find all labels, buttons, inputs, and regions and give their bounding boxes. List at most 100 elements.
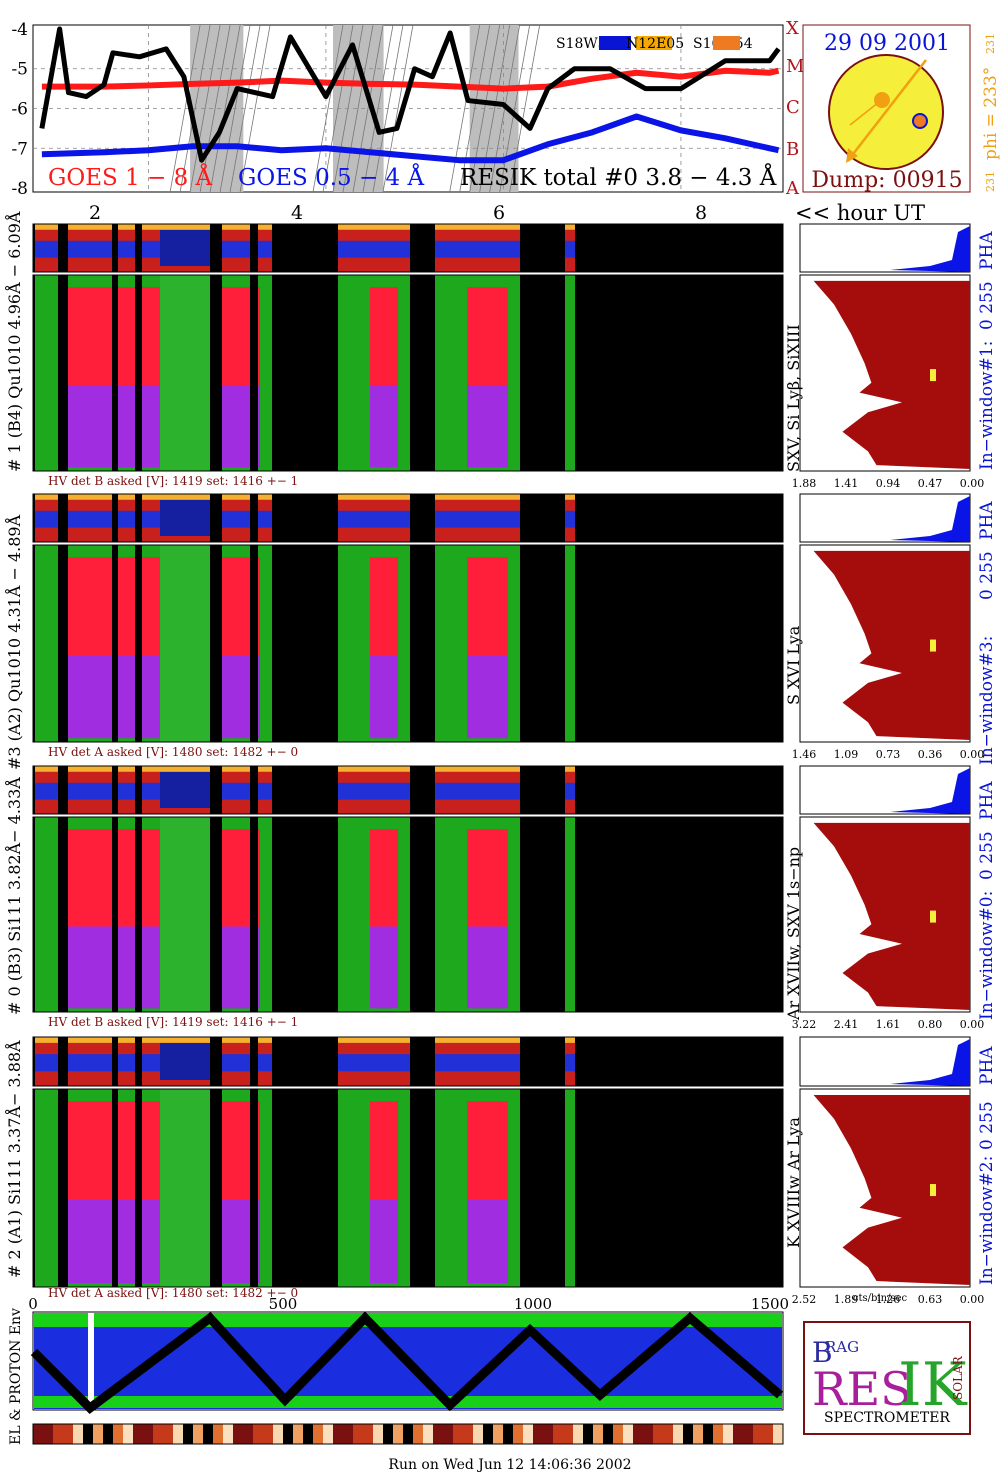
env-strip-cell xyxy=(643,1424,653,1444)
channel-3-lines: S XVI Lya xyxy=(784,625,803,705)
pha-band xyxy=(338,510,410,528)
env-strip-cell xyxy=(263,1424,273,1444)
spectrum-axis-tick: 0.00 xyxy=(960,477,985,490)
pha-band xyxy=(35,1054,272,1072)
data-gap xyxy=(58,275,68,471)
env-strip-cell xyxy=(53,1424,63,1444)
ar-label-1: N12E05 xyxy=(626,36,684,52)
logo-solar: SOLAR xyxy=(951,1355,965,1400)
pha-band xyxy=(35,1037,272,1043)
spec-violet xyxy=(370,385,398,468)
env-strip-cell xyxy=(193,1424,203,1444)
env-strip-cell xyxy=(523,1424,533,1444)
data-gap xyxy=(112,494,118,542)
env-strip-cell xyxy=(123,1424,133,1444)
channel-2-axis-label: cts/bin/sec xyxy=(853,1293,908,1304)
env-strip-cell xyxy=(383,1424,393,1444)
env-strip-cell xyxy=(413,1424,423,1444)
env-strip-cell xyxy=(753,1424,763,1444)
data-gap xyxy=(58,1089,68,1287)
resik-logo: B RAG RES IK SOLAR SPECTROMETER xyxy=(803,1321,971,1435)
env-strip-cell xyxy=(693,1424,703,1444)
env-strip-cell xyxy=(313,1424,323,1444)
channel-2-lines: K XVIIIw Ar Lya xyxy=(784,1117,803,1248)
channel-labels: # 1 (B4) Qu1010 4.96Å − 6.09Å SXV, Si Ly… xyxy=(4,211,997,1304)
env-color-strip xyxy=(32,1423,784,1445)
active-region-spot xyxy=(874,92,890,108)
data-gap xyxy=(210,545,222,742)
env-strip-cell xyxy=(533,1424,543,1444)
env-strip-cell xyxy=(33,1424,43,1444)
env-strip-cell xyxy=(683,1424,693,1444)
env-strip-cell xyxy=(453,1424,463,1444)
pha-band xyxy=(338,224,410,230)
env-strip-cell xyxy=(103,1424,113,1444)
data-gap xyxy=(250,766,258,814)
data-gap xyxy=(210,494,222,542)
phi-angle: phi = 233° xyxy=(981,67,1001,160)
eclipse-hatch xyxy=(479,24,511,193)
env-strip-cell xyxy=(223,1424,233,1444)
pha-band xyxy=(35,782,272,800)
spec-violet xyxy=(370,926,398,1009)
pha-histogram xyxy=(890,1039,970,1086)
data-gap xyxy=(58,1037,68,1086)
env-strip-cell xyxy=(333,1424,343,1444)
orbit-trace xyxy=(30,1311,783,1414)
channel-3-hv: HV det A asked [V]: 1480 set: 1482 +− 0 xyxy=(48,745,298,759)
pha-strip-frame xyxy=(32,1036,784,1087)
data-gap xyxy=(135,1037,142,1086)
class-letter-x: X xyxy=(786,18,799,39)
channel-2-window: In−window#2: xyxy=(977,1156,997,1285)
data-gap xyxy=(112,224,118,272)
class-letter-b: B xyxy=(786,139,799,160)
env-strip-cell xyxy=(743,1424,753,1444)
env-strip-cell xyxy=(273,1424,283,1444)
spectrogram-channel: 3.22 2.41 1.61 0.80 0.00 xyxy=(32,765,984,1031)
spectrogram-channel: 2.52 1.89 1.26 0.63 0.00 xyxy=(32,1036,984,1306)
channel-2-ylabel: # 2 (A1) Si111 3.37Å− 3.88Å xyxy=(4,1040,24,1278)
spectrogram-frame xyxy=(32,816,784,1013)
env-strip-cell xyxy=(363,1424,373,1444)
env-strip-cell xyxy=(353,1424,363,1444)
env-x-ticks: 0 500 1000 1500 xyxy=(28,1295,789,1313)
env-strip-cell xyxy=(543,1424,553,1444)
env-strip-cell xyxy=(293,1424,303,1444)
spectrum-axis-tick: 0.47 xyxy=(918,477,943,490)
pha-histogram xyxy=(890,768,970,814)
env-tick-1500: 1500 xyxy=(751,1295,789,1313)
pha-band xyxy=(435,766,520,772)
spectrum-profile xyxy=(813,822,970,1010)
channel-1-range: 0 255 xyxy=(977,281,997,330)
env-ylabel: EL & PROTON Env xyxy=(8,1308,24,1445)
pha-strip-frame xyxy=(32,493,784,543)
spec-green xyxy=(565,275,575,471)
data-gap xyxy=(112,1037,118,1086)
env-tick-0: 0 xyxy=(28,1295,38,1313)
spec-violet xyxy=(370,1200,398,1284)
pha-band xyxy=(35,224,272,230)
pha-band xyxy=(338,240,410,258)
angle-top: 231 xyxy=(984,33,997,54)
env-strip-cell xyxy=(483,1424,493,1444)
env-strip-cell xyxy=(173,1424,183,1444)
env-strip-cell xyxy=(243,1424,253,1444)
pha-band xyxy=(435,782,520,800)
env-strip-cell xyxy=(423,1424,433,1444)
env-strip-cell xyxy=(593,1424,603,1444)
channel-0-range: 0 255 xyxy=(977,831,997,880)
window-marker xyxy=(930,1184,936,1197)
class-letter-a: A xyxy=(785,178,800,199)
env-strip-cell xyxy=(203,1424,213,1444)
env-strip-frame xyxy=(32,1423,784,1445)
env-strip-cell xyxy=(553,1424,563,1444)
dump-number: Dump: 00915 xyxy=(811,168,962,193)
env-strip-cell xyxy=(723,1424,733,1444)
class-letter-m: M xyxy=(786,56,804,77)
channel-2-pha: PHA xyxy=(977,1046,997,1085)
env-strip-cell xyxy=(583,1424,593,1444)
spectrum-axis-tick: 0.80 xyxy=(918,1018,943,1031)
spectrogram-frame xyxy=(32,1088,784,1288)
pha-band xyxy=(338,1054,410,1072)
pha-band xyxy=(435,494,520,500)
